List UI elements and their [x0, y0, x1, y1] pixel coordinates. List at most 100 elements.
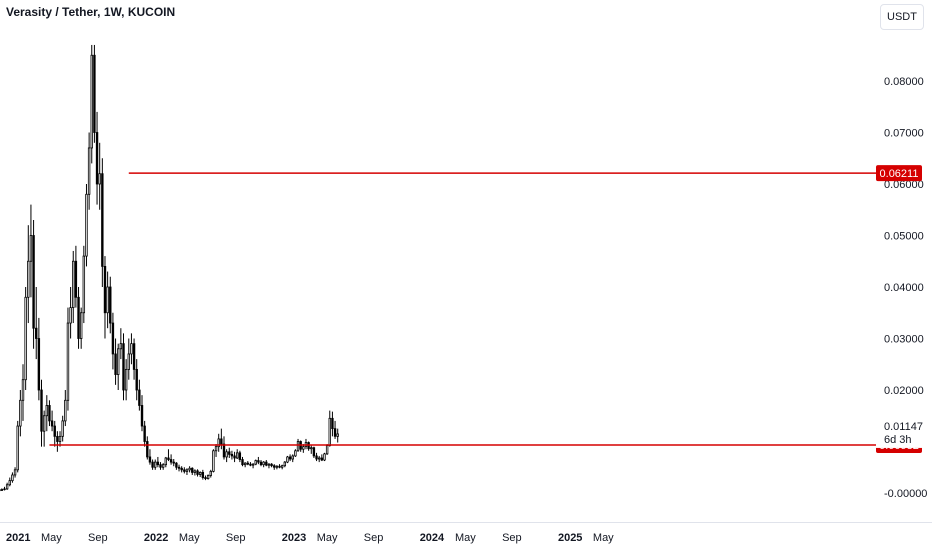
candle-body [172, 461, 175, 464]
candle-body [259, 461, 263, 466]
candle-body [286, 456, 289, 463]
candle-body [79, 312, 83, 339]
candle [122, 333, 125, 401]
candle [275, 465, 279, 470]
candle [228, 447, 231, 458]
candle [222, 436, 226, 460]
candle-body [143, 425, 146, 442]
candle [132, 338, 136, 380]
candle-body [167, 457, 170, 460]
candle-body [336, 433, 339, 437]
candle [69, 287, 72, 339]
candle-body [106, 286, 109, 314]
candle-body [16, 425, 19, 471]
candle-body [201, 471, 205, 478]
candle-body [196, 470, 199, 475]
candle [24, 287, 27, 390]
candle [159, 462, 162, 470]
candle [286, 455, 289, 464]
y-tick-label: 0.06000 [884, 179, 924, 191]
candle [109, 276, 112, 334]
candle-body [132, 343, 136, 370]
candle-body [35, 327, 38, 339]
x-tick-label: Sep [364, 532, 384, 544]
candle-body [45, 405, 49, 417]
candle [16, 420, 19, 473]
candle-body [154, 461, 157, 468]
candle [61, 415, 64, 442]
candle-body [331, 417, 334, 430]
candle-body [310, 447, 313, 450]
y-tick-label: -0.00000 [884, 488, 927, 500]
candle [40, 379, 43, 447]
candle-body [148, 456, 152, 463]
candle-body [312, 447, 316, 457]
candle [77, 287, 80, 349]
candle [127, 338, 130, 380]
candle-body [61, 420, 64, 437]
candle-body [183, 469, 186, 472]
candle-body [325, 445, 329, 455]
candle-body [72, 260, 75, 308]
candle [101, 158, 104, 287]
candle [283, 461, 287, 468]
candles-layer [0, 44, 339, 492]
candle-body [169, 459, 173, 463]
candle-body [188, 467, 191, 471]
candle [124, 359, 128, 401]
candle [323, 452, 326, 462]
candle-body [117, 348, 120, 375]
candle [270, 463, 273, 468]
x-tick-label: May [179, 532, 200, 544]
candle [119, 328, 123, 360]
candle-body [291, 455, 294, 460]
level-price-tag [876, 165, 922, 182]
candle-body [140, 405, 144, 427]
candle [317, 455, 321, 463]
candle-body [90, 54, 93, 149]
candle-body [69, 307, 72, 324]
candle-body [122, 343, 125, 391]
candle-body [77, 296, 80, 339]
x-tick-label: Sep [502, 532, 522, 544]
candle-body [111, 322, 115, 355]
candle [74, 245, 78, 308]
candle-body [265, 461, 268, 466]
candle-body [53, 425, 56, 437]
candle-body [315, 455, 318, 460]
candle-body [225, 451, 228, 458]
candle [288, 454, 292, 462]
candle-body [193, 470, 197, 473]
candle-body [185, 469, 189, 472]
candle [320, 454, 324, 462]
candle [35, 287, 38, 360]
x-tick-label: 2025 [558, 532, 582, 544]
candle [177, 464, 181, 472]
candle [45, 395, 49, 432]
candle-body [127, 353, 130, 370]
candle-body [222, 443, 226, 458]
candle [217, 433, 220, 452]
candle-body [296, 441, 300, 452]
candle-body [87, 147, 91, 195]
candle [0, 488, 4, 491]
candle [111, 312, 115, 370]
candle [206, 474, 210, 480]
candle-body [198, 471, 202, 475]
candle [27, 225, 30, 324]
candle-body [280, 465, 284, 468]
candle [225, 449, 228, 463]
candle-body [64, 399, 67, 422]
candle-body [249, 463, 252, 466]
candle [66, 307, 70, 411]
candle-body [228, 451, 231, 455]
candle-body [283, 461, 287, 467]
candle [236, 449, 239, 460]
candle [172, 459, 175, 467]
candle [138, 379, 141, 411]
candle [278, 464, 281, 469]
candle [58, 431, 62, 447]
currency-button[interactable]: USDT [880, 4, 924, 30]
